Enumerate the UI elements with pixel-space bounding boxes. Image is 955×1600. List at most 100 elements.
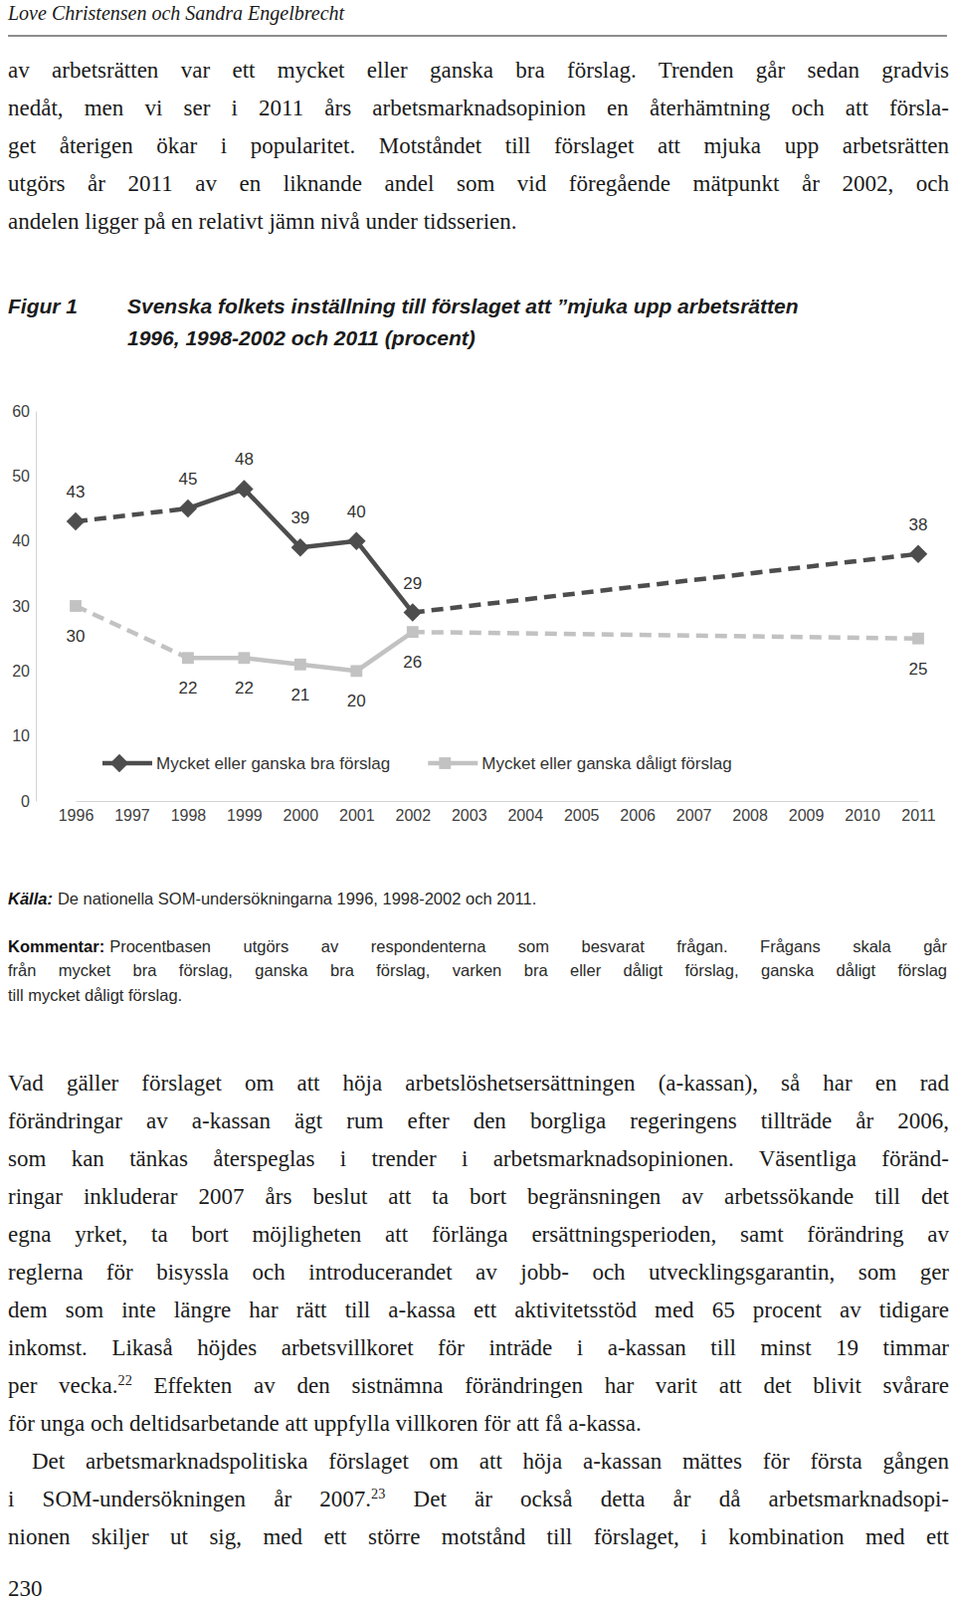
- x-axis-tick-label: 1999: [226, 806, 263, 824]
- legend-entry: Mycket eller ganska bra förslag: [102, 754, 390, 773]
- comment-line: Kommentar:Procentbasen utgörs av respond…: [7, 936, 948, 957]
- text-line: get återigen ökar i popularitet. Motstån…: [7, 132, 950, 162]
- data-label: 48: [234, 449, 254, 469]
- y-axis-tick-label: 40: [11, 532, 30, 550]
- series-line-dashed: [75, 508, 189, 522]
- x-axis-tick-label: 2011: [901, 806, 937, 824]
- x-axis-tick: 2006: [619, 800, 656, 824]
- x-axis-tick-label: 2004: [507, 806, 544, 824]
- y-axis-line: [35, 411, 37, 802]
- text-span: i SOM-undersökningen år 2007.: [7, 1486, 372, 1512]
- text-line: reglerna för bisyssla och introducerande…: [7, 1258, 950, 1288]
- series: [66, 479, 928, 622]
- marker: [294, 658, 307, 671]
- text-line: som kan tänkas återspeglas i trender i a…: [7, 1145, 950, 1174]
- x-axis-tick: 1999: [226, 800, 263, 824]
- legend-swatch: [427, 761, 478, 766]
- x-axis-tick-label: 2001: [339, 806, 376, 824]
- data-label: 20: [347, 691, 367, 711]
- series: [69, 599, 925, 677]
- marker: [291, 538, 310, 557]
- y-axis-tick-label: 10: [11, 727, 30, 745]
- marker: [182, 651, 194, 664]
- series-line-dashed: [75, 605, 189, 658]
- comment-text: Procentbasen utgörs av respondenterna so…: [109, 937, 948, 955]
- text-line: nedåt, men vi ser i 2011 års arbetsmarkn…: [7, 94, 950, 124]
- series-line: [188, 488, 244, 509]
- data-label: 39: [290, 508, 310, 528]
- data-label: 29: [402, 573, 422, 593]
- x-axis-tick: 2001: [339, 800, 376, 824]
- marker: [237, 651, 250, 664]
- figure-label: Figur 1: [7, 294, 78, 318]
- legend-label: Mycket eller ganska bra förslag: [156, 754, 390, 773]
- text-line: Det arbetsmarknadspolitiska förslaget om…: [31, 1447, 950, 1477]
- data-label: 25: [909, 659, 929, 679]
- y-axis-tick: 20: [11, 662, 36, 680]
- plot-area: [66, 479, 928, 677]
- data-label: 45: [178, 469, 197, 489]
- text-line: för unga och deltidsarbetande att uppfyl…: [7, 1409, 950, 1439]
- data-label: 21: [290, 685, 310, 705]
- x-axis-tick-label: 2008: [732, 806, 768, 824]
- running-header: Love Christensen och Sandra Engelbrecht: [6, 1, 346, 25]
- y-axis-tick-label: 0: [20, 792, 30, 810]
- text-line: andelen ligger på en relativt jämn nivå …: [7, 207, 950, 237]
- text-line: per vecka.22 Effekten av den sistnämna f…: [7, 1371, 950, 1401]
- x-axis-tick: 1996: [58, 800, 95, 824]
- data-label: 30: [66, 626, 86, 646]
- x-axis-tick: 2008: [732, 800, 768, 824]
- series-line: [300, 541, 357, 549]
- marker: [66, 512, 85, 531]
- source: Källa:De nationella SOM-undersökningarna…: [7, 888, 948, 910]
- series-line-dashed: [412, 631, 919, 639]
- text-span: per vecka.: [7, 1372, 119, 1398]
- x-axis-tick-label: 1997: [114, 806, 151, 824]
- legend-marker: [438, 757, 451, 769]
- x-axis-tick-label: 1998: [171, 806, 207, 824]
- marker: [403, 602, 422, 621]
- x-axis-tick: 2004: [507, 800, 544, 824]
- legend: Mycket eller ganska bra förslag Mycket el…: [102, 754, 733, 773]
- text-line: av arbetsrätten var ett mycket eller gan…: [7, 56, 950, 86]
- text-line: ringar inkluderar 2007 års beslut att ta…: [7, 1182, 950, 1212]
- legend-entry: Mycket eller ganska dåligt förslag: [427, 754, 732, 773]
- x-axis-tick-label: 2003: [451, 806, 488, 824]
- x-axis-tick-label: 2000: [283, 806, 320, 824]
- series-line-dashed: [412, 554, 919, 613]
- marker: [69, 599, 82, 612]
- comment-text: från mycket bra förslag, ganska bra förs…: [7, 960, 948, 979]
- y-axis-tick-label: 50: [11, 467, 30, 485]
- x-axis-tick-label: 2007: [676, 806, 713, 824]
- x-axis-tick: 1997: [114, 800, 151, 824]
- y-axis-tick: 60: [11, 402, 36, 420]
- data-label: 43: [66, 482, 86, 502]
- text-line: utgörs år 2011 av en liknande andel som …: [7, 170, 950, 199]
- text-line: egna yrket, ta bort möjligheten att förl…: [7, 1220, 950, 1250]
- marker: [909, 545, 928, 564]
- text-line: nionen skiljer ut sig, med ett större mo…: [7, 1523, 950, 1552]
- x-axis-tick: 2009: [788, 800, 825, 824]
- x-axis-line: [76, 800, 920, 802]
- x-axis-tick: 2000: [283, 800, 320, 824]
- x-axis-tick: 2002: [395, 800, 432, 824]
- x-axis-tick-label: 2009: [788, 806, 825, 824]
- y-axis-tick-label: 20: [11, 662, 30, 680]
- data-label: 22: [178, 678, 197, 698]
- legend-marker: [110, 754, 129, 772]
- y-axis-tick-label: 60: [11, 402, 30, 420]
- x-axis-tick-label: 2002: [395, 806, 432, 824]
- x-axis-tick-label: 2005: [564, 806, 600, 824]
- y-axis-tick-label: 30: [11, 597, 30, 615]
- marker: [912, 632, 925, 645]
- text-span: Det är också detta år då arbetsmarknadso…: [384, 1486, 950, 1512]
- text-line: dem som inte längre har rätt till a-kass…: [7, 1296, 950, 1326]
- comment-label: Kommentar:: [7, 937, 105, 955]
- series-line: [300, 664, 357, 672]
- x-axis-tick: 2005: [564, 800, 600, 824]
- text-line: inkomst. Likaså höjdes arbetsvillkoret f…: [7, 1334, 950, 1363]
- x-axis-tick: 1998: [171, 800, 207, 824]
- y-axis-tick: 30: [11, 597, 36, 615]
- text-line: i SOM-undersökningen år 2007.23 Det är o…: [7, 1485, 950, 1515]
- source-text: De nationella SOM-undersökningarna 1996,…: [57, 889, 537, 908]
